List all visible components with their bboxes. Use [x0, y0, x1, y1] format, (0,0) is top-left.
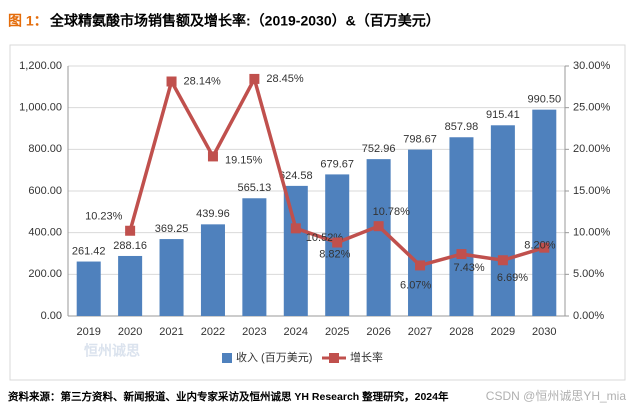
- bar-value-label: 915.41: [486, 109, 520, 121]
- bar-value-label: 679.67: [320, 158, 354, 170]
- growth-marker: [207, 151, 218, 162]
- bar: [532, 109, 557, 316]
- chart-title: 全球精氨酸市场销售额及增长率:（2019-2030）&（百万美元）: [49, 13, 440, 29]
- legend-swatch: [222, 353, 232, 363]
- bar: [366, 159, 391, 316]
- growth-marker: [497, 255, 508, 266]
- growth-marker: [456, 249, 467, 260]
- y-tick-label: 1,000.00: [19, 102, 62, 114]
- line-value-label: 28.45%: [266, 73, 304, 85]
- bar-value-label: 990.50: [527, 94, 561, 106]
- bar: [283, 185, 308, 316]
- bar-value-label: 624.58: [279, 170, 313, 182]
- x-tick-label: 2026: [366, 326, 390, 338]
- bar-value-label: 439.96: [196, 208, 230, 220]
- line-value-label: 28.14%: [184, 75, 222, 87]
- x-tick-label: 2023: [242, 326, 266, 338]
- growth-marker: [290, 223, 301, 234]
- watermark: CSDN @恒州诚思YH_mia: [486, 389, 627, 403]
- x-tick-label: 2022: [201, 326, 225, 338]
- x-tick-label: 2019: [76, 326, 100, 338]
- y2-tick-label: 5.00%: [573, 268, 604, 280]
- source: 资料来源：第三方资料、新闻报道、业内专家采访及恒州诚思 YH Research …: [8, 390, 449, 403]
- growth-marker: [415, 260, 426, 271]
- x-tick-label: 2028: [449, 326, 473, 338]
- legend-label: 收入 (百万美元): [236, 350, 312, 364]
- bar-value-label: 752.96: [362, 143, 396, 155]
- bar: [159, 239, 184, 316]
- legend-label: 增长率: [350, 350, 383, 364]
- bar-value-label: 798.67: [403, 134, 437, 146]
- y2-tick-label: 20.00%: [573, 143, 611, 155]
- line-value-label: 7.43%: [453, 262, 484, 274]
- y-tick-label: 600.00: [28, 185, 62, 197]
- legend-swatch: [329, 353, 339, 363]
- x-tick-label: 2029: [491, 326, 515, 338]
- growth-marker: [332, 237, 343, 248]
- y2-tick-label: 15.00%: [573, 185, 611, 197]
- line-value-label: 6.69%: [497, 272, 528, 284]
- bar-value-label: 857.98: [445, 121, 479, 133]
- bar: [490, 125, 515, 316]
- y2-tick-label: 10.00%: [573, 227, 611, 239]
- bar: [242, 198, 267, 316]
- x-tick-label: 2024: [284, 326, 308, 338]
- figure-label: 图 1：: [8, 13, 48, 29]
- x-tick-label: 2025: [325, 326, 349, 338]
- chart-frame: [9, 44, 626, 381]
- y-tick-label: 1,200.00: [19, 60, 62, 72]
- line-value-label: 8.82%: [319, 248, 350, 260]
- growth-marker: [373, 221, 384, 232]
- growth-marker: [125, 225, 136, 236]
- y2-tick-label: 30.00%: [573, 60, 611, 72]
- x-tick-label: 2027: [408, 326, 432, 338]
- x-tick-label: 2030: [532, 326, 556, 338]
- bar: [408, 149, 433, 316]
- y-tick-label: 800.00: [28, 143, 62, 155]
- bar: [118, 255, 143, 316]
- growth-marker: [539, 242, 550, 253]
- bar-value-label: 261.42: [72, 245, 106, 257]
- line-value-label: 19.15%: [225, 154, 263, 166]
- line-value-label: 8.20%: [524, 240, 555, 252]
- line-value-label: 10.78%: [373, 206, 411, 218]
- y-tick-label: 200.00: [28, 268, 62, 280]
- y2-tick-label: 0.00%: [573, 310, 604, 322]
- line-value-label: 10.23%: [85, 211, 123, 223]
- x-tick-label: 2021: [159, 326, 183, 338]
- bar: [200, 224, 225, 316]
- bar-value-label: 565.13: [238, 182, 272, 194]
- bar: [449, 137, 474, 316]
- y2-tick-label: 25.00%: [573, 102, 611, 114]
- y-tick-label: 400.00: [28, 227, 62, 239]
- x-tick-label: 2020: [118, 326, 142, 338]
- y-tick-label: 0.00: [41, 310, 62, 322]
- line-value-label: 6.07%: [400, 279, 431, 291]
- bar-value-label: 288.16: [113, 240, 147, 252]
- growth-marker: [249, 73, 260, 84]
- bar: [76, 261, 101, 316]
- bar-value-label: 369.25: [155, 223, 189, 235]
- growth-marker: [166, 76, 177, 87]
- logo-text: 恒州诚思: [84, 343, 140, 359]
